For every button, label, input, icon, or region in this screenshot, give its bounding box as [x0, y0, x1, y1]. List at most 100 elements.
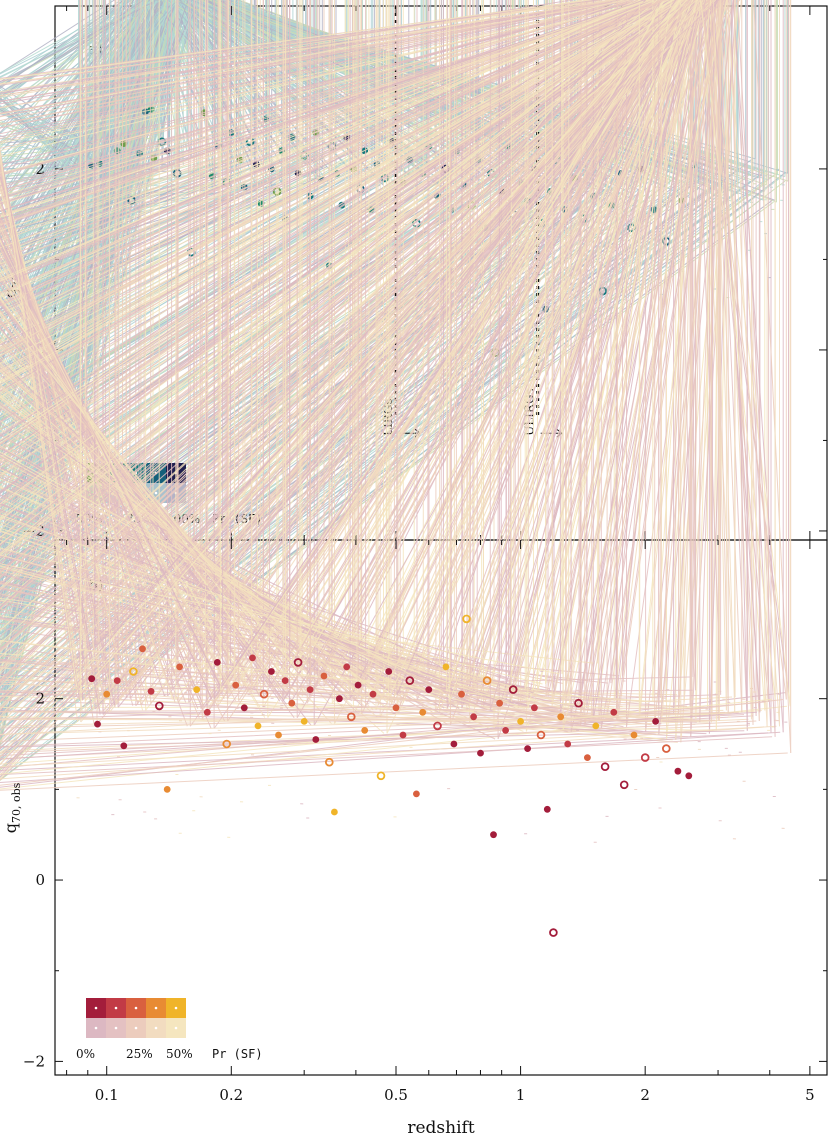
x-tick-label: 1	[516, 1086, 526, 1104]
panel-b-y-axis: −2 0 2	[23, 690, 827, 1070]
detection-point	[531, 704, 538, 712]
detection-point	[425, 686, 433, 693]
detection-point	[346, 712, 356, 722]
detection-point	[385, 668, 393, 675]
limit-arrow	[0, 0, 734, 735]
x-axis-label: redshift	[407, 1118, 474, 1138]
limit-arrow	[0, 0, 704, 710]
detection-point	[600, 762, 610, 771]
colorbar-cell-dot	[154, 1006, 158, 1010]
colorbar-tick-label: 50%	[166, 1047, 193, 1061]
colorbar-tick-label: 0%	[76, 1047, 95, 1061]
y-tick-label: 0	[35, 871, 45, 889]
detection-point	[549, 928, 558, 937]
colorbar-cell-dot	[134, 1026, 138, 1030]
detection-point	[120, 742, 128, 750]
detection-point	[88, 675, 96, 683]
limit-arrow	[0, 0, 699, 702]
limit-arrow	[0, 0, 664, 672]
detection-point	[490, 831, 497, 839]
detection-point	[517, 718, 524, 725]
limit-arrow	[0, 0, 720, 722]
detection-point	[147, 688, 155, 695]
limit-arrow	[0, 0, 736, 735]
detection-point	[462, 614, 471, 624]
detection-point	[139, 645, 146, 653]
colorbar-cell-dot	[114, 1026, 118, 1030]
detection-point	[470, 713, 477, 721]
detection-point	[113, 677, 121, 684]
detection-point	[155, 701, 164, 711]
limit-arrow	[0, 0, 693, 703]
detection-point	[103, 690, 111, 698]
x-tick-labels: 0.1 0.2 0.5 1 2 5	[95, 1086, 815, 1104]
detection-point	[369, 690, 377, 698]
limit-arrow	[0, 0, 690, 697]
panel-b-y-label-sub: 70, obs	[10, 782, 23, 823]
limit-arrow	[0, 0, 722, 723]
detection-point	[610, 708, 618, 716]
limit-arrow	[0, 0, 694, 694]
limit-arrow	[0, 0, 713, 713]
panel-b-colorbar-ticks: 0% 25% 50%	[76, 1047, 193, 1061]
limit-arrow	[0, 0, 683, 692]
limit-arrow	[0, 0, 640, 651]
detection-point	[482, 676, 492, 685]
limit-arrow	[0, 0, 688, 695]
x-tick-label: 0.1	[95, 1086, 119, 1104]
detection-point	[213, 659, 221, 666]
detection-point	[399, 731, 407, 739]
detection-point	[306, 686, 314, 693]
detection-point	[203, 708, 211, 716]
detection-point	[502, 727, 509, 734]
detection-point	[557, 713, 565, 721]
detection-point	[543, 805, 551, 813]
detection-point	[674, 767, 682, 775]
limit-arrow	[0, 0, 713, 722]
colorbar-cell-dot	[94, 1026, 98, 1030]
detection-point	[259, 689, 269, 699]
limit-arrow	[0, 0, 697, 699]
detection-point	[281, 677, 289, 684]
limit-arrow	[0, 0, 743, 742]
limit-arrow	[0, 0, 673, 684]
limit-arrow	[0, 0, 666, 673]
detection-point	[275, 731, 282, 739]
limit-arrow	[0, 0, 693, 696]
detection-point	[176, 663, 184, 671]
detection-point	[405, 676, 415, 685]
x-tick-label: 5	[805, 1086, 815, 1104]
panel-b: b) −202 q70, obs 0% 25% 50% Pr (SF)	[0, 0, 828, 1076]
limit-arrow	[0, 0, 787, 786]
limit-arrow	[0, 0, 677, 686]
detection-point	[94, 720, 101, 728]
detection-point	[320, 672, 328, 680]
panel-b-colorbar-title: Pr (SF)	[212, 1047, 263, 1061]
detection-point	[300, 718, 308, 725]
detection-point	[450, 740, 458, 748]
detection-point	[129, 667, 138, 676]
limit-arrow	[0, 0, 682, 694]
panel-b-colorbar-cells	[86, 998, 186, 1038]
limit-arrow	[0, 0, 724, 726]
detection-point	[564, 740, 572, 748]
detection-point	[336, 695, 343, 703]
detection-point	[232, 681, 240, 689]
colorbar-cell-dot	[174, 1006, 178, 1010]
limit-arrow	[0, 0, 776, 775]
detection-point	[640, 753, 650, 762]
detection-point	[293, 658, 303, 667]
detection-point	[652, 718, 659, 725]
colorbar-cell-dot	[94, 1006, 98, 1010]
x-tick-label: 0.2	[219, 1086, 243, 1104]
detection-point	[458, 690, 465, 698]
detection-point	[477, 749, 484, 757]
detection-point	[288, 699, 296, 707]
detection-point	[584, 754, 591, 761]
detection-point	[268, 668, 275, 675]
colorbar-cell-dot	[154, 1026, 158, 1030]
colorbar-cell-dot	[174, 1026, 178, 1030]
detection-point	[361, 727, 369, 734]
colorbar-cell-dot	[114, 1006, 118, 1010]
